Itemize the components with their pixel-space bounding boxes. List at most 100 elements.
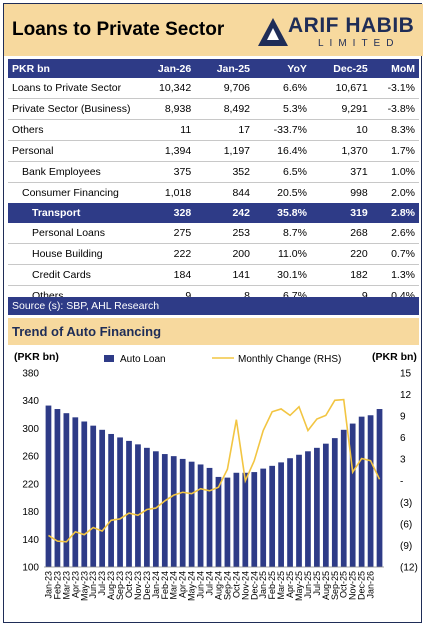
y2-tick-label: (12) [400, 563, 418, 574]
bar [161, 454, 168, 567]
y2-axis-label: (PKR bn) [372, 351, 417, 363]
cell: 9 [361, 290, 368, 302]
row-label: Transport [8, 203, 135, 223]
y2-tick-label: 6 [400, 433, 406, 444]
loans-table: PKR bn Jan-26 Jan-25 YoY Dec-25 MoM Loan… [8, 59, 419, 306]
table-row: Private Sector (Business) 8,938 8,492 5.… [8, 98, 419, 120]
cell: 184 [134, 264, 196, 286]
cell: 200 [195, 243, 254, 265]
x-tick-label: Jul-25 [312, 571, 322, 596]
cell: 1.0% [371, 161, 419, 183]
cell: 1.3% [371, 264, 419, 286]
bar [81, 421, 88, 567]
row-label: Loans to Private Sector [8, 78, 135, 99]
bar [90, 425, 97, 567]
cell: 6.5% [254, 161, 311, 183]
cell: 11.0% [254, 243, 311, 265]
cell: 5.3% [254, 98, 311, 120]
bar [72, 417, 79, 567]
y-tick-label: 260 [22, 452, 39, 463]
x-tick-label: Sep-23 [115, 571, 125, 600]
x-tick-label: Nov-24 [240, 571, 250, 600]
bar [126, 440, 132, 567]
x-tick-label: Oct-25 [339, 571, 349, 598]
cell: 10,671 [310, 78, 372, 99]
cell: 375 [134, 161, 196, 183]
cell: 17 [195, 119, 254, 141]
cell: 20.5% [277, 187, 307, 199]
table-row: Consumer Financing 1,018 844 20.5% 998 2… [8, 183, 419, 204]
cell: 10,342 [134, 78, 196, 99]
logo-sub-text: LIMITED [318, 38, 400, 49]
y-tick-label: 340 [22, 396, 39, 407]
cell: 30.1% [254, 264, 311, 286]
y-tick-label: 140 [22, 535, 39, 546]
bar [242, 472, 249, 567]
cell: 35.8% [254, 203, 311, 223]
cell: -3.8% [371, 98, 419, 120]
x-tick-label: Jul-24 [205, 571, 215, 596]
y2-tick-label: (9) [400, 541, 412, 552]
x-tick-label: Oct-23 [124, 571, 134, 598]
bar [99, 429, 106, 567]
x-tick-label: Dec-23 [142, 571, 152, 600]
cell: 9,291 [310, 98, 372, 120]
table-row: Loans to Private Sector 10,342 9,706 6.6… [8, 78, 419, 99]
cell: 141 [195, 264, 254, 286]
x-tick-label: Apr-25 [285, 571, 295, 598]
logo-main-text: ARIF HABIB [288, 14, 415, 37]
x-tick-label: Apr-24 [178, 571, 188, 598]
x-tick-label: Feb-25 [267, 571, 277, 600]
bar [54, 409, 61, 567]
cell: 242 [195, 203, 254, 223]
y2-tick-label: 12 [400, 390, 412, 401]
cell: 275 [134, 223, 196, 244]
auto-financing-chart: (PKR bn) (PKR bn) Auto Loan Monthly Change … [14, 351, 418, 601]
cell: 371 [310, 161, 372, 183]
row-label: Personal Loans [8, 223, 135, 244]
chart-title-band: Trend of Auto Financing [8, 318, 419, 345]
cell: 844 [232, 187, 250, 199]
bar [108, 433, 114, 567]
row-label: Credit Cards [8, 264, 135, 286]
bar [340, 429, 347, 567]
x-tick-label: Nov-25 [348, 571, 358, 600]
table-row-highlighted: Transport 328 242 35.8% 319 2.8% [8, 203, 419, 223]
column-header: YoY [254, 59, 311, 78]
source-note: Source (s): SBP, AHL Research [8, 297, 419, 315]
x-tick-label: Jun-24 [196, 571, 206, 599]
cell: 2.6% [371, 223, 419, 244]
x-tick-label: Sep-24 [222, 571, 232, 600]
cell: 268 [310, 223, 372, 244]
table-row: Personal 1,394 1,197 16.4% 1,370 1.7% [8, 140, 419, 162]
cell: 328 [134, 203, 196, 223]
x-tick-label: Aug-25 [321, 571, 331, 600]
table-row: Credit Cards 184 141 30.1% 182 1.3% [8, 264, 419, 286]
bar [251, 472, 258, 567]
column-header: MoM [371, 59, 419, 78]
x-tick-label: Mar-24 [169, 571, 179, 600]
chart-title: Trend of Auto Financing [12, 324, 162, 339]
series-line [48, 398, 381, 543]
cell: 2.8% [371, 203, 419, 223]
x-tick-label: Jan-24 [151, 571, 161, 599]
x-tick-label: Jan-23 [43, 571, 53, 599]
cell: 1,394 [134, 140, 196, 162]
bar [278, 462, 284, 567]
table-row: House Building 222 200 11.0% 220 0.7% [8, 243, 419, 265]
bar [215, 476, 222, 567]
y2-tick-label: (3) [400, 498, 412, 509]
bar [170, 456, 177, 567]
y-tick-label: 100 [22, 563, 39, 574]
bar [63, 413, 70, 567]
bar [349, 423, 356, 567]
table-row: Personal Loans 275 253 8.7% 268 2.6% [8, 223, 419, 244]
x-tick-label: Jan-25 [258, 571, 268, 599]
x-tick-label: Jan-26 [366, 571, 376, 599]
bar [233, 472, 240, 567]
cell: 8,492 [195, 98, 254, 120]
x-tick-label: Jun-25 [303, 571, 313, 599]
cell: 11 [134, 119, 196, 141]
bar [117, 437, 123, 567]
cell: 9 [185, 290, 192, 302]
